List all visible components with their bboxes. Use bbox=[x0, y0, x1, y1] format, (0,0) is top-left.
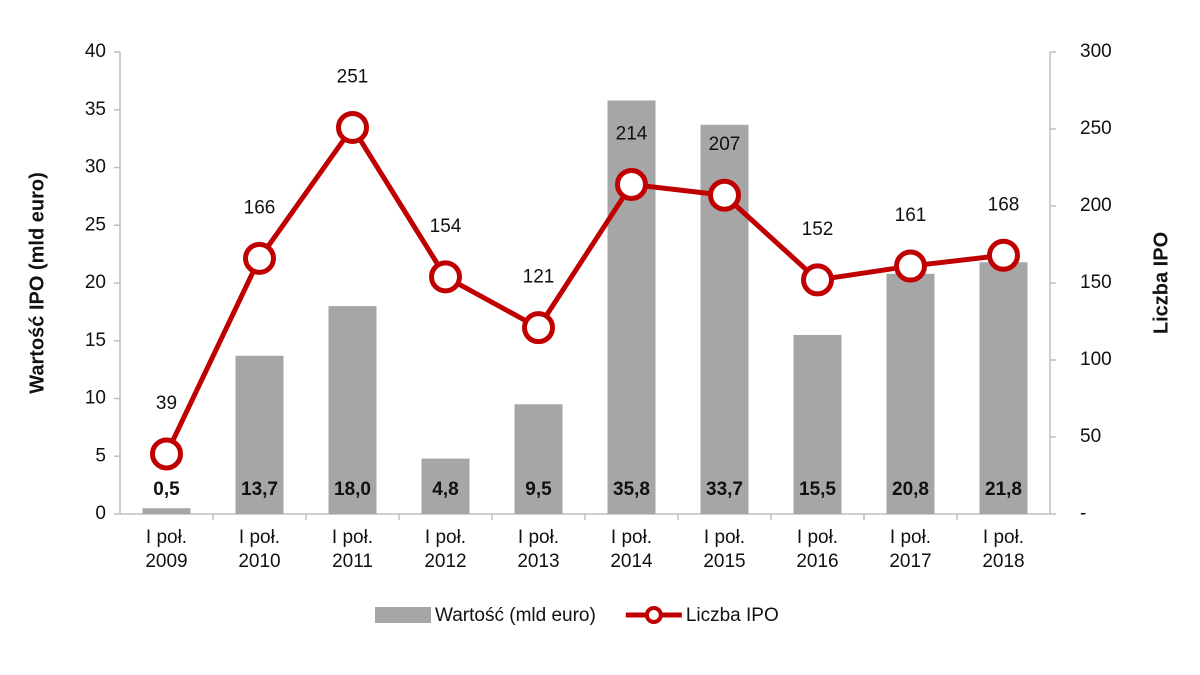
x-tick-label: I poł. 2018 bbox=[982, 527, 1024, 572]
data-label: 21,8 bbox=[985, 479, 1022, 500]
y-tick-label: 15 bbox=[85, 330, 106, 351]
y-tick-label: 35 bbox=[85, 99, 106, 120]
line-marker bbox=[429, 260, 462, 294]
y-tick-label: 5 bbox=[95, 445, 106, 466]
y2-tick-label: 250 bbox=[1080, 118, 1112, 139]
y2-tick-label: 100 bbox=[1080, 349, 1112, 370]
line-marker bbox=[243, 241, 276, 275]
line bbox=[164, 124, 1004, 456]
data-label: 161 bbox=[895, 205, 927, 226]
x-tick-label: I poł. 2012 bbox=[424, 527, 466, 572]
y2-tick-label: 150 bbox=[1080, 272, 1112, 293]
line-marker bbox=[150, 437, 183, 471]
legend-swatch-marker bbox=[644, 606, 663, 624]
data-label: 39 bbox=[156, 393, 177, 414]
legend-label: Wartość (mld euro) bbox=[435, 605, 596, 626]
y-tick-label: 20 bbox=[85, 272, 106, 293]
x-tick-label: I poł. 2010 bbox=[238, 527, 280, 572]
x-tick-label: I poł. 2014 bbox=[610, 527, 653, 572]
data-label: 18,0 bbox=[334, 479, 371, 500]
bar bbox=[421, 458, 470, 514]
data-label: 207 bbox=[709, 134, 741, 155]
y-tick-label: 0 bbox=[95, 503, 106, 524]
bar bbox=[514, 404, 563, 514]
x-tick-label: I poł. 2013 bbox=[517, 527, 559, 572]
y2-axis-title: Liczba IPO bbox=[1150, 232, 1172, 334]
line-marker bbox=[801, 263, 834, 297]
data-label: 33,7 bbox=[706, 479, 743, 500]
bar bbox=[142, 508, 191, 514]
line-marker bbox=[894, 249, 927, 283]
x-tick-label: I poł. 2015 bbox=[703, 527, 745, 572]
x-tick-label: I poł. 2017 bbox=[889, 527, 931, 572]
y2-tick-label: 200 bbox=[1080, 195, 1112, 216]
y-tick-label: 30 bbox=[85, 157, 106, 178]
line-marker bbox=[615, 167, 648, 201]
line-marker bbox=[522, 311, 555, 345]
data-label: 20,8 bbox=[892, 479, 929, 500]
data-label: 13,7 bbox=[241, 479, 278, 500]
line-marker bbox=[336, 110, 369, 144]
data-label: 166 bbox=[244, 197, 276, 218]
data-label: 121 bbox=[523, 267, 555, 288]
bar bbox=[979, 262, 1028, 514]
data-label: 35,8 bbox=[613, 479, 650, 500]
bar bbox=[793, 334, 842, 514]
bar bbox=[607, 100, 656, 514]
bar bbox=[886, 273, 935, 514]
data-label: 214 bbox=[616, 123, 648, 144]
y-tick-label: 25 bbox=[85, 214, 106, 235]
legend-swatch bbox=[375, 607, 431, 623]
data-label: 152 bbox=[802, 219, 834, 240]
data-label: 9,5 bbox=[525, 479, 552, 500]
data-label: 0,5 bbox=[153, 479, 180, 500]
x-tick-label: I poł. 2011 bbox=[332, 527, 373, 572]
y2-tick-label: 50 bbox=[1080, 426, 1101, 447]
y2-tick-label: 300 bbox=[1080, 41, 1112, 62]
bar bbox=[235, 355, 284, 514]
legend-label: Liczba IPO bbox=[686, 605, 779, 626]
y-tick-label: 10 bbox=[85, 388, 106, 409]
data-label: 4,8 bbox=[432, 479, 458, 500]
y2-tick-label: - bbox=[1080, 503, 1086, 524]
line-marker bbox=[987, 238, 1020, 272]
x-tick-label: I poł. 2016 bbox=[796, 527, 838, 572]
line-marker bbox=[708, 178, 741, 212]
data-label: 168 bbox=[988, 194, 1020, 215]
bar bbox=[328, 306, 377, 514]
data-label: 15,5 bbox=[799, 479, 836, 500]
x-tick-label: I poł. 2009 bbox=[145, 527, 187, 572]
data-label: 251 bbox=[337, 66, 369, 87]
y-axis-title: Wartość IPO (mld euro) bbox=[26, 172, 48, 394]
data-label: 154 bbox=[430, 216, 462, 237]
y-tick-label: 40 bbox=[85, 41, 106, 62]
